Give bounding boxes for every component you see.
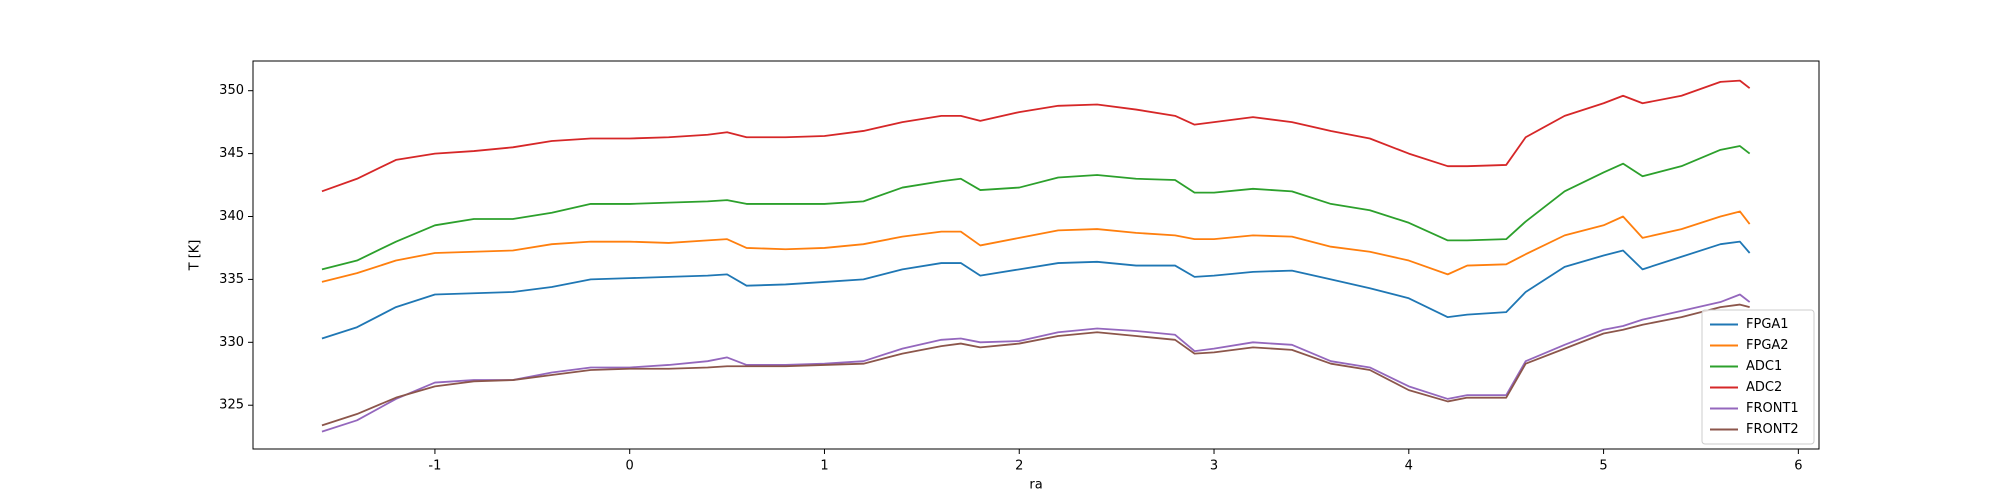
legend-label: FPGA1 (1746, 317, 1789, 332)
series-line (321, 303, 1750, 427)
y-axis-label: T [K] (188, 240, 203, 272)
x-tick-label: 0 (626, 459, 634, 474)
y-tick-label: 330 (219, 335, 244, 350)
y-tick-label: 350 (219, 83, 244, 98)
series-line (321, 293, 1751, 433)
series-line (321, 240, 1751, 340)
series-line (321, 210, 1751, 283)
x-tick-label: 2 (1015, 459, 1023, 474)
legend-label: FPGA2 (1746, 338, 1789, 353)
plot-frame (252, 60, 1820, 450)
series-line (321, 79, 1751, 193)
x-tick-label: 5 (1599, 459, 1607, 474)
x-tick-label: 4 (1405, 459, 1413, 474)
x-tick-label: 6 (1794, 459, 1802, 474)
legend-label: ADC2 (1746, 380, 1782, 395)
x-axis-label: ra (1029, 478, 1042, 493)
legend-label: FRONT2 (1746, 422, 1799, 437)
y-tick-label: 345 (219, 146, 244, 161)
y-tick-label: 325 (219, 398, 244, 413)
series-line (321, 145, 1751, 271)
legend-label: FRONT1 (1746, 401, 1799, 416)
legend-box (1701, 309, 1815, 445)
x-tick-label: 3 (1210, 459, 1218, 474)
y-tick-label: 335 (219, 272, 244, 287)
x-tick-label: -1 (428, 459, 441, 474)
x-tick-label: 1 (820, 459, 828, 474)
y-tick-label: 340 (219, 209, 244, 224)
legend-label: ADC1 (1746, 359, 1782, 374)
